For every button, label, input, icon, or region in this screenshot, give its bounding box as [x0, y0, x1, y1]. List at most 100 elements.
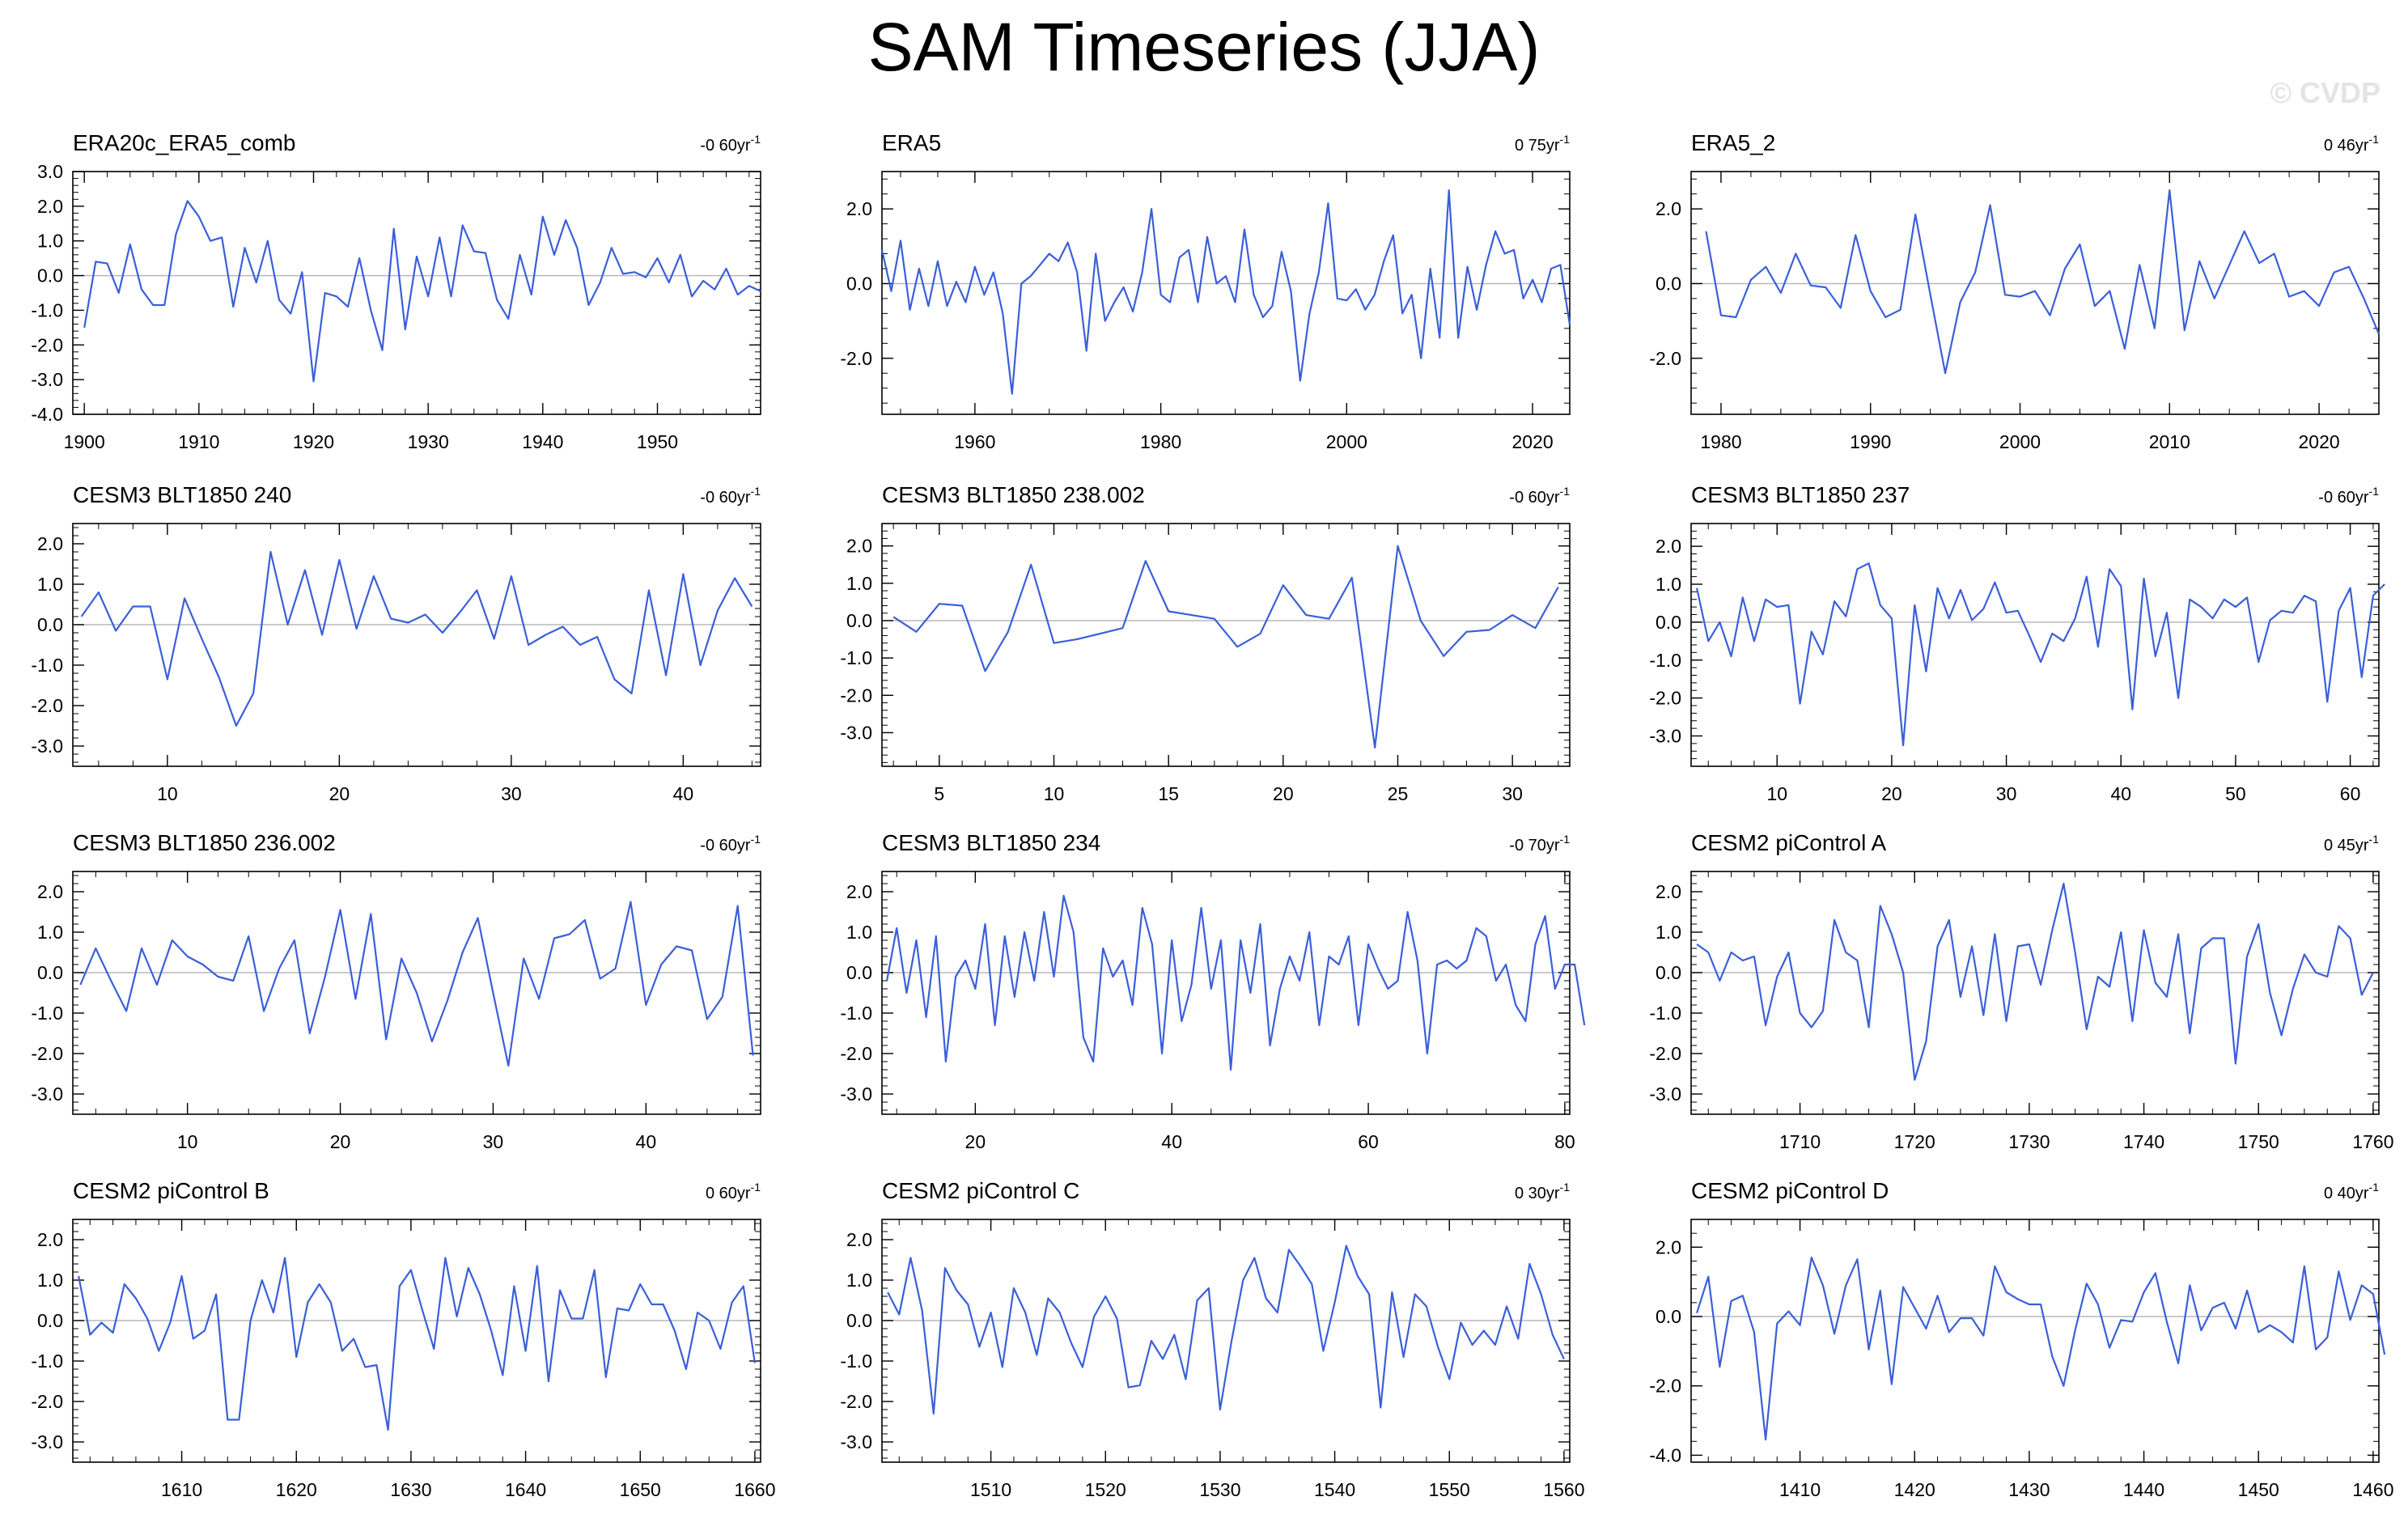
x-tick-label: 20	[1881, 783, 1902, 804]
chart-panel: CESM3 BLT1850 236.002 -0 60yr-1 2.0 1.0 0.0 -…	[31, 830, 761, 1152]
plot-frame	[72, 523, 761, 767]
x-tick-label: 1540	[1314, 1479, 1355, 1500]
y-tick-label: 1.0	[846, 573, 872, 594]
x-tick-label: 1990	[1850, 431, 1891, 452]
y-tick-label: 1.0	[37, 922, 63, 943]
x-tick-label: 1950	[637, 431, 678, 452]
trend-label: 0 60yr-1	[706, 1181, 761, 1202]
y-tick-label: -3.0	[31, 1431, 63, 1452]
y-tick-label: -2.0	[840, 1043, 872, 1064]
x-tick-label: 25	[1388, 783, 1409, 804]
x-tick-label: 1430	[2008, 1479, 2050, 1500]
chart-panel: CESM2 piControl D 0 40yr-1 2.0 0.0 -2.0 -4.0 1…	[1649, 1178, 2393, 1500]
x-tick-label: 1740	[2123, 1131, 2164, 1152]
plot-frame	[72, 1219, 761, 1463]
plot-frame	[1690, 171, 2380, 415]
y-tick-label: -3.0	[840, 722, 872, 743]
y-tick-label: 1.0	[846, 1270, 872, 1291]
chart-panel: CESM3 BLT1850 234 -0 70yr-1 2.0 1.0 0.0 -1.0 -…	[840, 830, 1586, 1152]
y-tick-label: 1.0	[37, 231, 63, 252]
x-tick-label: 1940	[522, 431, 563, 452]
y-tick-label: 2.0	[846, 536, 872, 557]
x-tick-label: 2020	[2299, 431, 2340, 452]
chart-title: CESM3 BLT1850 240	[73, 482, 291, 507]
x-tick-label: 30	[1502, 783, 1523, 804]
y-tick-label: 1.0	[1656, 922, 1681, 943]
chart-title: CESM3 BLT1850 237	[1691, 482, 1910, 507]
series-line	[80, 550, 753, 727]
x-tick-label: 2000	[1326, 431, 1367, 452]
x-tick-label: 1530	[1199, 1479, 1240, 1500]
x-tick-label: 1910	[178, 431, 219, 452]
x-tick-label: 1410	[1779, 1479, 1821, 1500]
x-tick-label: 40	[2110, 783, 2131, 804]
y-tick-label: 0.0	[37, 962, 63, 983]
y-tick-label: -1.0	[31, 1003, 63, 1024]
y-tick-label: -3.0	[840, 1431, 872, 1452]
x-tick-label: 10	[177, 1131, 198, 1152]
x-tick-label: 1720	[1894, 1131, 1935, 1152]
y-tick-label: 2.0	[846, 881, 872, 902]
y-tick-label: 0.0	[1656, 273, 1681, 294]
x-tick-label: 10	[1766, 783, 1787, 804]
x-tick-label: 2000	[1999, 431, 2041, 452]
series-line	[880, 189, 1571, 395]
y-tick-label: 2.0	[37, 533, 63, 554]
y-tick-label: 1.0	[37, 1270, 63, 1291]
chart-title: CESM3 BLT1850 236.002	[73, 830, 336, 855]
y-tick-label: -1.0	[31, 655, 63, 676]
x-tick-label: 10	[157, 783, 178, 804]
x-tick-label: 1440	[2123, 1479, 2164, 1500]
y-tick-label: 2.0	[1656, 536, 1681, 557]
y-tick-label: -2.0	[1649, 348, 1681, 369]
y-tick-label: -1.0	[31, 299, 63, 320]
x-tick-label: 1510	[970, 1479, 1011, 1500]
y-tick-label: -2.0	[840, 348, 872, 369]
y-tick-label: -2.0	[1649, 1043, 1681, 1064]
x-tick-label: 30	[483, 1131, 504, 1152]
series-line	[79, 901, 754, 1067]
plot-frame	[881, 171, 1571, 415]
y-tick-label: 3.0	[37, 161, 63, 182]
x-tick-label: 30	[501, 783, 522, 804]
chart-title: CESM2 piControl B	[73, 1178, 269, 1203]
plot-frame	[72, 871, 761, 1115]
y-tick-label: -3.0	[31, 1083, 63, 1105]
y-tick-label: 2.0	[846, 1229, 872, 1250]
x-tick-label: 10	[1044, 783, 1065, 804]
y-tick-label: -2.0	[31, 695, 63, 716]
chart-panel: CESM2 piControl B 0 60yr-1 2.0 1.0 0.0 -1.0 -2…	[31, 1178, 775, 1500]
y-tick-label: -1.0	[840, 647, 872, 668]
chart-title: CESM2 piControl A	[1691, 830, 1887, 855]
chart-panel: ERA5_2 0 46yr-1 2.0 0.0 -2.0 1980 1990 2000 2010…	[1649, 130, 2380, 452]
series-line	[892, 545, 1559, 749]
y-tick-label: 0.0	[37, 1310, 63, 1331]
y-tick-label: -2.0	[1649, 1376, 1681, 1397]
plot-frame	[881, 871, 1571, 1115]
plot-frame	[881, 1219, 1571, 1463]
trend-label: -0 60yr-1	[700, 485, 761, 507]
x-tick-label: 20	[965, 1131, 986, 1152]
x-tick-label: 30	[1996, 783, 2017, 804]
plot-frame	[881, 523, 1571, 767]
x-tick-label: 1660	[734, 1479, 775, 1500]
trend-label: 0 75yr-1	[1515, 133, 1570, 155]
x-tick-label: 1760	[2352, 1131, 2393, 1152]
y-tick-label: 1.0	[846, 922, 872, 943]
y-tick-label: -4.0	[31, 404, 63, 425]
chart-title: CESM3 BLT1850 238.002	[882, 482, 1145, 507]
x-tick-label: 5	[934, 783, 944, 804]
x-tick-label: 50	[2225, 783, 2246, 804]
series-line	[1696, 882, 2374, 1081]
y-tick-label: 0.0	[846, 1310, 872, 1331]
y-tick-label: -3.0	[840, 1083, 872, 1105]
y-tick-label: -3.0	[31, 736, 63, 757]
x-tick-label: 1960	[954, 431, 995, 452]
y-tick-label: 0.0	[37, 265, 63, 286]
x-tick-label: 80	[1554, 1131, 1575, 1152]
y-tick-label: -3.0	[31, 369, 63, 390]
x-tick-label: 1980	[1700, 431, 1741, 452]
plot-frame	[1690, 871, 2380, 1115]
y-tick-label: -4.0	[1649, 1444, 1681, 1465]
x-tick-label: 2020	[1511, 431, 1553, 452]
